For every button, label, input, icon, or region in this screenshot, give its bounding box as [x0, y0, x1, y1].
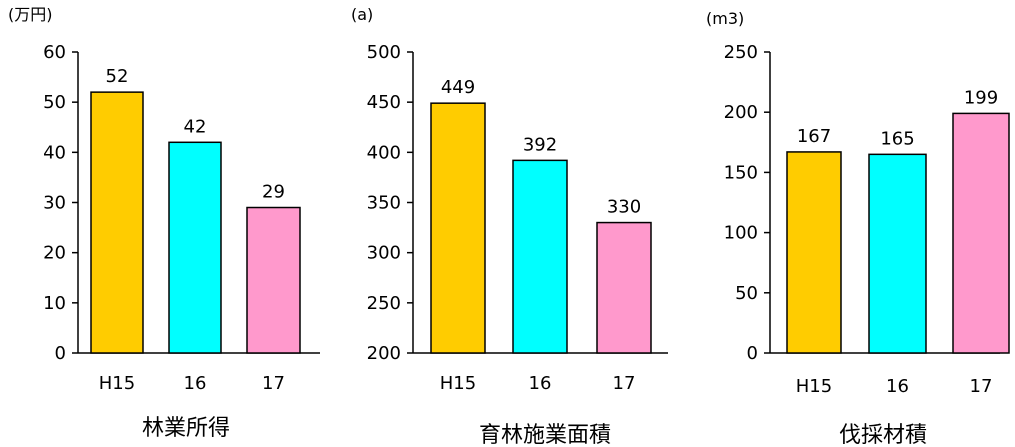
data-label: 42 — [184, 116, 207, 137]
y-tick-label: 200 — [367, 343, 401, 364]
y-tick-label: 250 — [367, 293, 401, 314]
chart-title: 育林施業面積 — [479, 423, 611, 447]
y-unit-label: (m3) — [706, 9, 744, 28]
y-tick-label: 30 — [43, 193, 66, 214]
x-tick-label: 17 — [613, 373, 636, 394]
x-tick-label: 16 — [886, 376, 909, 397]
y-tick-label: 500 — [367, 42, 401, 63]
data-label: 167 — [797, 126, 831, 147]
bar — [786, 151, 842, 354]
y-tick-label: 250 — [724, 42, 758, 63]
y-tick-label: 350 — [367, 193, 401, 214]
bar — [246, 206, 301, 354]
chart-title: 伐採材積 — [839, 423, 927, 447]
y-tick-label: 450 — [367, 92, 401, 113]
x-tick-label: 17 — [262, 373, 285, 394]
y-tick-label: 60 — [43, 42, 66, 63]
y-tick-label: 20 — [43, 243, 66, 264]
data-label: 199 — [964, 87, 998, 108]
y-tick-label: 400 — [367, 142, 401, 163]
x-tick-label: H15 — [99, 373, 135, 394]
plot-area: 0 50 100 150 200 250 167 H15 165 16 199 17 — [724, 42, 1010, 397]
bar — [430, 102, 486, 354]
y-tick-label: 10 — [43, 293, 66, 314]
y-unit-label: (万円) — [8, 5, 53, 24]
x-tick-label: 16 — [529, 373, 552, 394]
bar — [90, 91, 144, 354]
y-tick-label: 300 — [367, 243, 401, 264]
bar — [952, 112, 1010, 354]
x-tick-label: H15 — [440, 373, 476, 394]
data-label: 449 — [441, 77, 475, 98]
bar — [868, 153, 927, 354]
data-label: 392 — [523, 134, 557, 155]
bar — [168, 141, 222, 354]
data-label: 330 — [607, 197, 641, 218]
y-tick-label: 50 — [735, 283, 758, 304]
y-tick-label: 0 — [747, 343, 758, 364]
bar — [596, 221, 652, 354]
y-tick-label: 200 — [724, 102, 758, 123]
chart-silviculture-area: (a) 育林施業面積 200 250 300 350 400 450 500 449 H15 39… — [351, 5, 668, 447]
y-tick-label: 0 — [55, 343, 66, 364]
plot-area: 0 10 20 30 40 50 60 52 H15 42 16 29 17 — [43, 42, 320, 394]
bar — [512, 159, 568, 354]
y-tick-label: 150 — [724, 162, 758, 183]
chart-forestry-income: (万円) 林業所得 0 10 20 30 40 50 60 52 H15 42 16 29 17 — [8, 5, 320, 441]
x-tick-label: 16 — [184, 373, 207, 394]
x-tick-label: 17 — [970, 376, 993, 397]
y-unit-label: (a) — [351, 5, 373, 24]
y-tick-label: 40 — [43, 142, 66, 163]
data-label: 165 — [880, 128, 914, 149]
y-tick-label: 50 — [43, 92, 66, 113]
y-tick-label: 100 — [724, 223, 758, 244]
data-label: 29 — [262, 182, 285, 203]
x-tick-label: H15 — [796, 376, 832, 397]
plot-area: 200 250 300 350 400 450 500 449 H15 392 16 330 17 — [367, 42, 668, 394]
chart-logging-volume: (m3) 伐採材積 0 50 100 150 200 250 167 H15 165 16 199 1… — [706, 9, 1010, 447]
data-label: 52 — [106, 66, 129, 87]
chart-title: 林業所得 — [142, 416, 230, 441]
